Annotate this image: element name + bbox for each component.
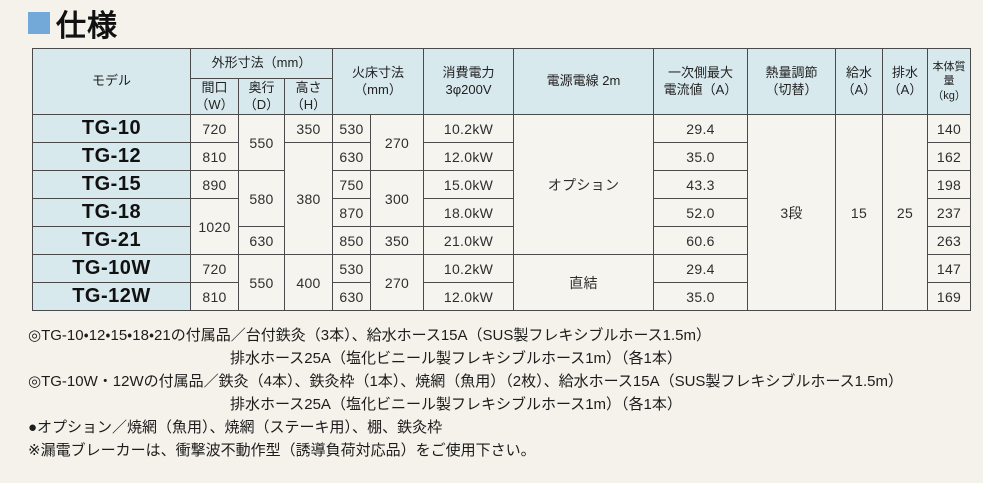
cell-water-supply: 15	[835, 114, 884, 311]
note-accessories-tgw: ◎TG-10W・12Wの付属品／鉄灸（4本）、鉄灸枠（1本）、焼網（魚用）（2枚…	[28, 373, 904, 390]
cell-depth: 550	[238, 254, 285, 311]
cell-weight: 147	[927, 254, 972, 283]
cell-hearth-d: 300	[369, 170, 425, 227]
cell-depth: 630	[238, 226, 285, 255]
table-row: TG-15 890 580 750 300 15.0kW 43.3 198	[32, 170, 972, 227]
cell-weight: 140	[927, 114, 972, 143]
cell-depth: 580	[238, 170, 285, 227]
header-height-h: 高さ （H）	[284, 78, 333, 115]
header-model: モデル	[32, 48, 191, 115]
cell-hearth-w: 750	[332, 170, 371, 199]
cell-cord: 直結	[513, 254, 655, 311]
cell-depth: 550	[238, 114, 285, 171]
cell-current: 52.0	[653, 198, 749, 227]
spec-table: モデル 外形寸法（mm） 火床寸法 （mm） 消費電力 3φ200V 電源電線 …	[32, 48, 972, 311]
cell-weight: 237	[927, 198, 972, 227]
cell-model: TG-10W	[32, 254, 191, 283]
table-row: TG-10 720 550 350 530 270 10.2kW オプション 2…	[32, 114, 972, 311]
footnotes: ◎TG-10・12・15・18・21の付属品／台付鉄灸（3本）、給水ホース15A…	[28, 324, 983, 462]
cell-height: 380	[284, 142, 333, 255]
cell-hearth-w: 630	[332, 142, 371, 171]
table-row: TG-21 630 850 350 21.0kW 60.6 263	[32, 226, 972, 255]
cell-model: TG-21	[32, 226, 191, 255]
cell-hearth-w: 850	[332, 226, 371, 255]
cell-height: 400	[284, 254, 333, 311]
cell-weight: 263	[927, 226, 972, 255]
cell-current: 35.0	[653, 142, 749, 171]
cell-width: 810	[190, 142, 239, 171]
cell-hearth-w: 530	[332, 254, 371, 283]
cell-current: 29.4	[653, 254, 749, 283]
cell-width: 720	[190, 114, 239, 143]
cell-power: 21.0kW	[423, 226, 515, 255]
header-weight: 本体質量 （kg）	[927, 48, 972, 115]
cell-width: 720	[190, 254, 239, 283]
cell-power: 12.0kW	[423, 282, 515, 311]
cell-weight: 169	[927, 282, 972, 311]
table-row: TG-10W 720 550 400 530 270 10.2kW 直結 29.…	[32, 254, 972, 311]
cell-model: TG-18	[32, 198, 191, 227]
page-title-text: 仕様	[56, 10, 118, 43]
header-width-w: 間口 （W）	[190, 78, 239, 115]
cell-model: TG-10	[32, 114, 191, 143]
cell-hearth-w: 870	[332, 198, 371, 227]
cell-power: 15.0kW	[423, 170, 515, 199]
cell-power: 10.2kW	[423, 254, 515, 283]
cell-model: TG-12	[32, 142, 191, 171]
header-heat-control: 熱量調節 （切替）	[747, 48, 837, 115]
cell-hearth-d: 270	[369, 114, 425, 171]
cell-model: TG-15	[32, 170, 191, 199]
cell-width: 810	[190, 282, 239, 311]
header-power-cord: 電源電線 2m	[513, 48, 655, 115]
cell-current: 35.0	[653, 282, 749, 311]
cell-power: 12.0kW	[423, 142, 515, 171]
cell-current: 29.4	[653, 114, 749, 143]
cell-hearth-d: 350	[369, 226, 425, 255]
note-breaker-warning: ※漏電ブレーカーは、衝撃波不動作型（誘導負荷対応品）をご使用下さい。	[28, 442, 536, 459]
cell-drain: 25	[882, 114, 929, 311]
note-accessories-tgw-cont: 排水ホース25A（塩化ビニール製フレキシブルホース1m）（各1本）	[230, 396, 682, 413]
cell-heat-control: 3段	[747, 114, 837, 311]
cell-weight: 162	[927, 142, 972, 171]
cell-model: TG-12W	[32, 282, 191, 311]
header-water-supply: 給水 （A）	[835, 48, 884, 115]
cell-width: 890	[190, 170, 239, 199]
cell-power: 10.2kW	[423, 114, 515, 143]
spec-table-header: モデル 外形寸法（mm） 火床寸法 （mm） 消費電力 3φ200V 電源電線 …	[32, 48, 972, 115]
cell-hearth-d: 270	[369, 254, 425, 311]
table-row: TG-18 1020 870 18.0kW 52.0 237	[32, 198, 972, 255]
cell-weight: 198	[927, 170, 972, 199]
note-options: ●オプション／焼網（魚用）、焼網（ステーキ用）、棚、鉄灸枠	[28, 419, 443, 436]
cell-cord: オプション	[513, 114, 655, 255]
note-accessories-tg: ◎TG-10・12・15・18・21の付属品／台付鉄灸（3本）、給水ホース15A…	[28, 327, 711, 344]
header-outer-dims: 外形寸法（mm）	[190, 48, 333, 79]
table-row: TG-12 810 380 630 12.0kW 35.0 162	[32, 142, 972, 255]
page-title: 仕様	[28, 6, 983, 43]
header-depth-d: 奥行 （D）	[238, 78, 285, 115]
header-hearth-dims: 火床寸法 （mm）	[331, 48, 425, 115]
title-square-icon	[28, 12, 50, 34]
cell-hearth-w: 630	[332, 282, 371, 311]
cell-power: 18.0kW	[423, 198, 515, 227]
spec-page: 仕様 モデル 外形寸法（mm） 火床寸法 （mm） 消費電力 3φ200V 電源…	[0, 6, 983, 483]
table-row: TG-12W 810 630 12.0kW 35.0 169	[32, 282, 972, 311]
cell-current: 43.3	[653, 170, 749, 199]
cell-height: 350	[284, 114, 333, 143]
header-drain: 排水 （A）	[882, 48, 929, 115]
note-accessories-tg-cont: 排水ホース25A（塩化ビニール製フレキシブルホース1m）（各1本）	[230, 350, 682, 367]
cell-current: 60.6	[653, 226, 749, 255]
cell-hearth-w: 530	[332, 114, 371, 143]
cell-width: 1020	[190, 198, 239, 255]
header-power-consumption: 消費電力 3φ200V	[423, 48, 515, 115]
header-max-current: 一次側最大 電流値（A）	[653, 48, 749, 115]
